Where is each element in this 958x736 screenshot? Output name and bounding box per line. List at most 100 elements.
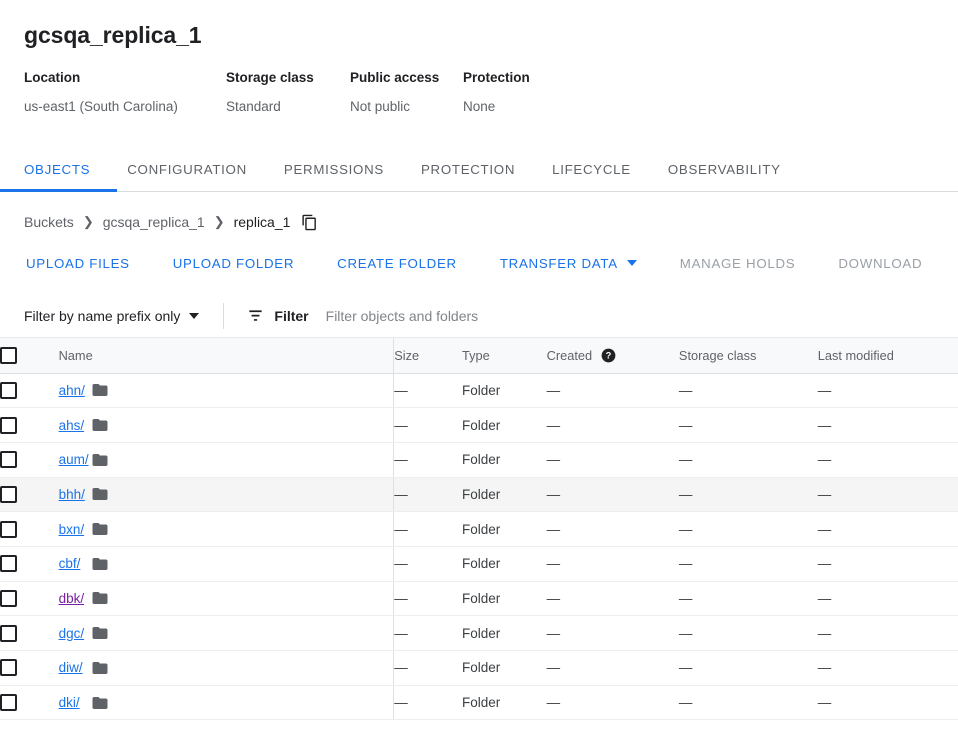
column-label-created: Created	[546, 347, 593, 363]
active-tab-indicator	[0, 189, 117, 192]
table-row[interactable]: cbf/—Folder————	[0, 546, 958, 582]
row-name-cell: diw/	[58, 650, 395, 686]
tab-objects[interactable]: OBJECTS	[24, 162, 91, 177]
row-size-cell: —	[393, 546, 463, 582]
row-size-cell: —	[393, 511, 463, 547]
object-link[interactable]: aum/	[58, 452, 89, 468]
object-link[interactable]: bhh/	[58, 486, 85, 502]
row-type-cell: Folder	[462, 511, 547, 547]
row-select-cell	[0, 407, 59, 443]
table-row[interactable]: diw/—Folder————	[0, 650, 958, 686]
folder-icon	[91, 520, 109, 538]
filter-input[interactable]	[325, 307, 746, 324]
row-checkbox[interactable]	[0, 555, 17, 573]
row-checkbox[interactable]	[0, 624, 17, 642]
toolbar-divider	[223, 302, 225, 329]
bucket-meta-protection: Protection None	[463, 69, 583, 116]
row-name-cell: ahn/	[58, 373, 395, 409]
tab-configuration[interactable]: CONFIGURATION	[127, 162, 247, 177]
object-link[interactable]: ahs/	[58, 417, 85, 433]
row-checkbox[interactable]	[0, 416, 17, 434]
table-header: Name Size Type Created	[0, 338, 958, 374]
filter-mode-select[interactable]: Filter by name prefix only	[24, 308, 200, 324]
row-checkbox[interactable]	[0, 381, 17, 399]
row-checkbox[interactable]	[0, 451, 17, 469]
tab-observability[interactable]: OBSERVABILITY	[667, 162, 781, 177]
row-checkbox[interactable]	[0, 520, 17, 538]
bucket-meta-row: Location us-east1 (South Carolina) Storage…	[24, 69, 934, 116]
object-link[interactable]: dki/	[58, 695, 80, 711]
table-row[interactable]: aum/—Folder————	[0, 442, 958, 478]
row-created-cell: —	[546, 650, 679, 686]
tab-lifecycle[interactable]: LIFECYCLE	[552, 162, 631, 177]
table-row[interactable]: ahn/—Folder————	[0, 373, 958, 409]
table-row[interactable]: dgc/—Folder————	[0, 615, 958, 651]
row-size-cell: —	[393, 685, 463, 721]
column-header-size[interactable]: Size	[393, 338, 463, 374]
row-type-cell: Folder	[462, 442, 547, 478]
object-link[interactable]: ahn/	[58, 382, 85, 398]
meta-label: Public access	[350, 70, 440, 85]
column-label-last-modified: Last modified	[817, 347, 894, 363]
row-checkbox[interactable]	[0, 589, 17, 607]
objects-table-container: Name Size Type Created	[0, 338, 958, 721]
row-name-cell: dgc/	[58, 615, 395, 651]
row-size-cell: —	[393, 442, 463, 478]
row-name-cell: ahs/	[58, 407, 395, 443]
table-row[interactable]: bxn/—Folder————	[0, 511, 958, 547]
filter-list-icon[interactable]	[246, 306, 265, 325]
folder-icon	[91, 555, 109, 573]
breadcrumb-item-gcsqa_replica_1[interactable]: gcsqa_replica_1	[102, 214, 205, 230]
object-link[interactable]: diw/	[58, 660, 83, 676]
meta-label: Protection	[463, 70, 530, 85]
breadcrumb-item-replica_1: replica_1	[233, 214, 291, 230]
chevron-down-icon	[189, 312, 200, 319]
row-storage-class-cell: —	[678, 442, 818, 478]
action-download: DOWNLOAD	[838, 256, 922, 271]
row-type-cell: Folder	[462, 373, 547, 409]
row-created-cell: —	[546, 546, 679, 582]
row-checkbox[interactable]	[0, 485, 17, 503]
table-row[interactable]: dbk/—Folder————	[0, 581, 958, 617]
help-icon[interactable]: ?	[601, 348, 616, 363]
action-upload-files[interactable]: UPLOAD FILES	[26, 256, 130, 271]
action-transfer-data[interactable]: TRANSFER DATA	[500, 256, 637, 271]
column-header-last-modified[interactable]: Last modified	[817, 338, 958, 374]
table-body: ahn/—Folder————ahs/—Folder————aum/—Folde…	[0, 373, 958, 721]
column-header-type[interactable]: Type	[462, 338, 547, 374]
folder-icon	[91, 694, 109, 712]
breadcrumb-item-buckets[interactable]: Buckets	[24, 214, 74, 230]
action-label: CREATE FOLDER	[337, 255, 457, 271]
row-size-cell: —	[393, 407, 463, 443]
row-checkbox[interactable]	[0, 659, 17, 677]
row-storage-class-cell: —	[678, 581, 818, 617]
column-header-created[interactable]: Created ?	[546, 338, 679, 374]
object-link[interactable]: cbf/	[58, 556, 81, 572]
row-storage-class-cell: —	[678, 546, 818, 582]
copy-path-icon[interactable]	[301, 214, 318, 231]
row-checkbox[interactable]	[0, 694, 17, 712]
action-create-folder[interactable]: CREATE FOLDER	[337, 256, 457, 271]
column-header-storage-class[interactable]: Storage class	[678, 338, 818, 374]
select-all-checkbox[interactable]	[0, 346, 17, 364]
object-link[interactable]: bxn/	[58, 521, 85, 537]
tab-permissions[interactable]: PERMISSIONS	[283, 162, 384, 177]
bucket-header: gcsqa_replica_1 Location us-east1 (South …	[0, 0, 958, 116]
row-type-cell: Folder	[462, 650, 547, 686]
action-upload-folder[interactable]: UPLOAD FOLDER	[173, 256, 294, 271]
row-name-cell: dki/	[58, 685, 395, 721]
row-name-cell: aum/	[58, 442, 395, 478]
row-created-cell: —	[546, 615, 679, 651]
meta-value: Standard	[226, 99, 281, 114]
table-row[interactable]: dki/—Folder————	[0, 685, 958, 721]
meta-label: Location	[24, 70, 81, 85]
row-type-cell: Folder	[462, 581, 547, 617]
table-row[interactable]: bhh/—Folder————	[0, 477, 958, 513]
table-row[interactable]: ahs/—Folder————	[0, 407, 958, 443]
tab-protection[interactable]: PROTECTION	[420, 162, 516, 177]
column-header-name[interactable]: Name	[58, 338, 395, 374]
object-link[interactable]: dgc/	[58, 625, 85, 641]
object-link[interactable]: dbk/	[58, 590, 85, 606]
row-name-cell: cbf/	[58, 546, 395, 582]
row-type-cell: Folder	[462, 407, 547, 443]
